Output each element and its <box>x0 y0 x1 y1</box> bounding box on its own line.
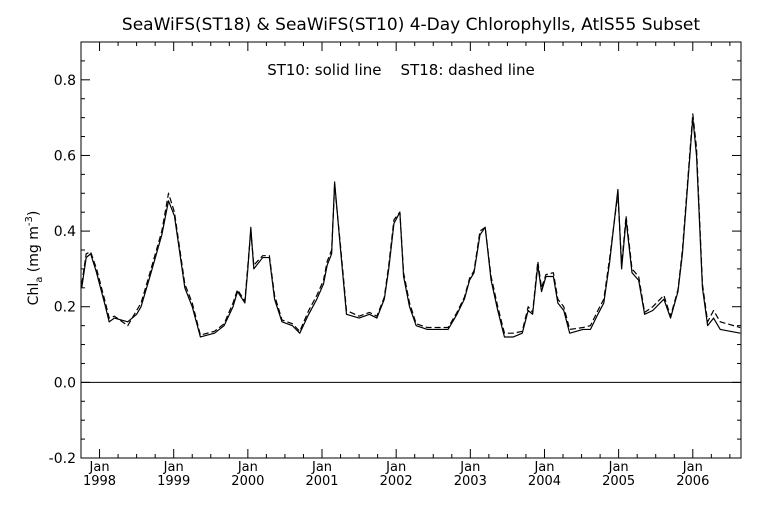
x-tick-year: 2000 <box>231 474 264 489</box>
y-tick-label: 0.2 <box>54 300 76 316</box>
y-axis: -0.2 0.0 0.2 0.4 0.6 0.8 <box>49 41 741 467</box>
y-tick-label: 0.8 <box>54 73 76 89</box>
x-tick-year: 1998 <box>83 474 116 489</box>
x-axis: Jan1998Jan1999Jan2000Jan2001Jan2002Jan20… <box>80 42 731 489</box>
x-tick-month: Jan <box>533 460 554 475</box>
y-axis-label-units: (mg m <box>26 226 42 277</box>
y-tick-label: 0.0 <box>54 375 76 391</box>
y-axis-label-main: Chl <box>26 283 42 306</box>
plot-frame <box>80 41 742 459</box>
x-tick-year: 2004 <box>528 474 561 489</box>
x-tick-year: 2006 <box>676 474 709 489</box>
y-axis-label-close: ) <box>26 211 42 216</box>
chart-annotation: ST10: solid line ST18: dashed line <box>267 61 535 79</box>
y-tick-label: 0.6 <box>54 148 76 164</box>
y-axis-label-exp: -3 <box>24 216 35 226</box>
x-tick-year: 2005 <box>602 474 635 489</box>
chart-title: SeaWiFS(ST18) & SeaWiFS(ST10) 4-Day Chlo… <box>122 15 700 35</box>
x-tick-month: Jan <box>608 460 629 475</box>
series-line-st10 <box>81 117 741 338</box>
x-tick-month: Jan <box>311 460 332 475</box>
x-tick-month: Jan <box>89 460 110 475</box>
x-tick-month: Jan <box>459 460 480 475</box>
y-axis-label: Chla (mg m-3) <box>24 211 45 306</box>
x-tick-month: Jan <box>237 460 258 475</box>
x-tick-year: 1999 <box>157 474 190 489</box>
x-tick-month: Jan <box>682 460 703 475</box>
x-tick-year: 2002 <box>380 474 413 489</box>
x-tick-year: 2001 <box>305 474 338 489</box>
x-tick-year: 2003 <box>454 474 487 489</box>
x-tick-month: Jan <box>163 460 184 475</box>
y-axis-label-sub: a <box>34 277 45 283</box>
svg-text:Chla (mg m-3): Chla (mg m-3) <box>24 211 45 306</box>
x-tick-month: Jan <box>385 460 406 475</box>
plot-area: -0.20.00.20.40.60.8 Jan1998Jan1999Jan200… <box>49 41 742 489</box>
y-tick-label: 0.4 <box>54 224 76 240</box>
series-layer <box>81 113 741 338</box>
series-line-st18 <box>81 113 741 336</box>
y-tick-label: -0.2 <box>49 451 76 467</box>
